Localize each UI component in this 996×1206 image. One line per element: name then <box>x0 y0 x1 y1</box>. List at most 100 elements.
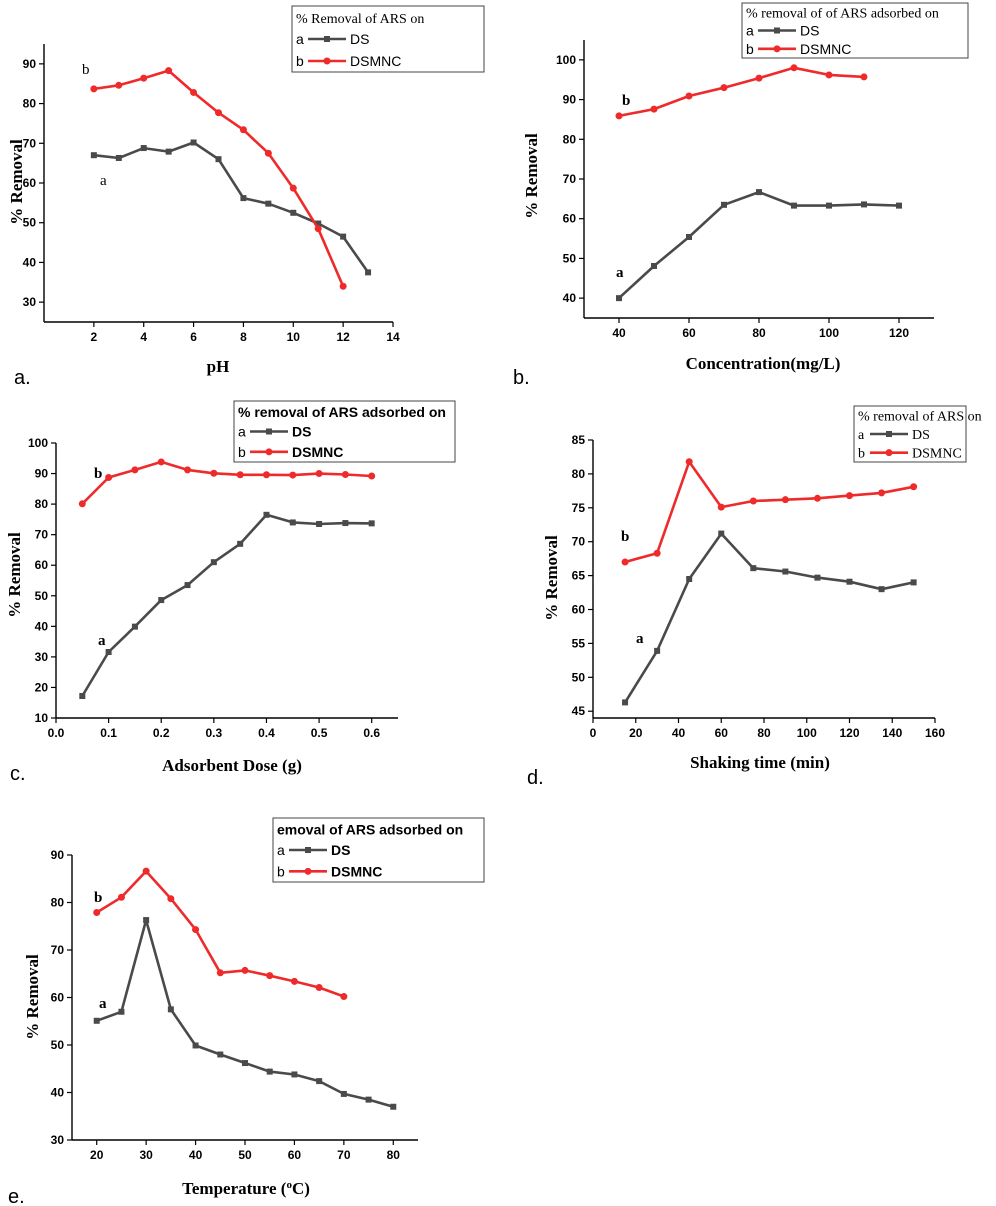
x-tick-label: 0 <box>590 726 597 740</box>
y-tick-label: 100 <box>28 436 48 450</box>
series-line-ds <box>93 141 370 274</box>
y-tick-label: 100 <box>556 53 576 67</box>
data-point-ds <box>782 568 789 575</box>
data-point-dsmnc <box>239 126 247 134</box>
data-point-ds <box>289 519 296 526</box>
panel-label: b. <box>513 367 530 389</box>
y-tick-label: 50 <box>23 216 37 230</box>
data-point-ds <box>340 233 347 240</box>
legend-swatch-marker <box>885 449 893 457</box>
legend: emoval of ARS adsorbed on a DS b DSMNC <box>272 817 485 883</box>
data-point-dsmnc <box>131 466 139 474</box>
legend-swatch-marker <box>774 27 780 34</box>
data-point-ds <box>266 1068 273 1075</box>
legend-entry-label: DS <box>292 424 311 440</box>
y-tick-label: 60 <box>572 603 586 617</box>
x-axis-title: Concentration(mg/L) <box>686 354 841 373</box>
y-tick-label: 85 <box>572 433 586 447</box>
data-point-ds <box>115 154 122 161</box>
y-tick-label: 45 <box>572 704 586 718</box>
x-tick-label: 0.5 <box>311 726 328 740</box>
panel-label: a. <box>14 367 31 389</box>
data-point-ds <box>217 1051 224 1058</box>
data-point-ds <box>118 1008 125 1015</box>
data-point-dsmnc <box>167 895 175 903</box>
legend-title: % Removal of ARS on <box>296 12 424 27</box>
data-point-dsmnc <box>339 282 347 290</box>
data-point-dsmnc <box>314 225 322 233</box>
legend-key: a <box>858 428 865 443</box>
data-point-ds <box>896 202 902 209</box>
data-point-dsmnc <box>615 112 623 120</box>
x-tick-label: 100 <box>797 726 817 740</box>
legend-title: emoval of ARS adsorbed on <box>277 822 463 838</box>
x-tick-label: 60 <box>682 326 696 340</box>
data-point-ds <box>93 1017 100 1024</box>
x-tick-label: 0.0 <box>48 726 65 740</box>
legend-entry-label: DSMNC <box>350 53 401 69</box>
x-tick-label: 10 <box>287 330 301 344</box>
x-tick-label: 50 <box>238 1148 252 1162</box>
legend-entry-label: DS <box>350 31 369 47</box>
y-tick-label: 70 <box>35 528 49 542</box>
y-axis-title: % Removal <box>7 139 26 225</box>
y-tick-label: 90 <box>563 93 577 107</box>
y-tick-label: 70 <box>563 172 577 186</box>
data-point-dsmnc <box>262 471 270 479</box>
y-tick-label: 80 <box>572 467 586 481</box>
series-letter-a: a <box>616 265 624 281</box>
y-tick-label: 40 <box>51 1086 65 1100</box>
legend-key: b <box>746 41 754 57</box>
x-tick-label: 160 <box>925 726 945 740</box>
legend-entry-label: DSMNC <box>912 447 962 462</box>
series-line-dsmnc <box>81 460 372 505</box>
y-tick-label: 30 <box>23 295 37 309</box>
data-point-ds <box>861 201 867 208</box>
y-tick-label: 70 <box>572 535 586 549</box>
series-letter-a: a <box>99 996 107 1012</box>
y-tick-label: 10 <box>35 711 49 725</box>
data-point-ds <box>158 597 165 604</box>
legend-entry-label: DSMNC <box>800 41 851 57</box>
x-tick-label: 60 <box>715 726 729 740</box>
x-tick-label: 80 <box>387 1148 401 1162</box>
x-tick-label: 0.2 <box>153 726 170 740</box>
y-tick-label: 80 <box>563 132 577 146</box>
data-point-dsmnc <box>621 558 629 566</box>
series-letter-a: a <box>636 631 644 647</box>
data-point-ds <box>910 579 917 586</box>
y-tick-label: 55 <box>572 636 586 650</box>
y-axis-title: % Removal <box>522 133 541 219</box>
series-line-ds <box>618 190 900 300</box>
data-point-dsmnc <box>910 483 918 491</box>
data-point-ds <box>791 202 797 209</box>
x-tick-label: 140 <box>882 726 902 740</box>
legend-key: a <box>746 23 754 39</box>
data-point-dsmnc <box>210 469 218 477</box>
x-tick-label: 0.3 <box>206 726 223 740</box>
data-point-dsmnc <box>846 492 853 500</box>
data-point-dsmnc <box>264 149 272 157</box>
series-letter-b: b <box>621 529 629 545</box>
series-letter-b: b <box>622 93 630 109</box>
data-point-ds <box>190 139 197 146</box>
y-tick-label: 50 <box>35 589 49 603</box>
data-point-ds <box>342 520 349 527</box>
legend-entry-label: DSMNC <box>331 863 382 879</box>
data-point-ds <box>878 586 885 593</box>
series-line-ds <box>96 918 394 1109</box>
data-point-dsmnc <box>368 472 376 480</box>
series-letter-b: b <box>94 466 102 482</box>
series-line-ds <box>81 513 372 697</box>
x-tick-label: 2 <box>91 330 98 344</box>
x-tick-label: 80 <box>752 326 766 340</box>
y-tick-label: 30 <box>51 1133 65 1147</box>
y-tick-label: 60 <box>563 212 577 226</box>
legend-entry-label: DS <box>331 842 350 858</box>
data-point-ds <box>143 917 150 924</box>
y-tick-label: 70 <box>51 943 65 957</box>
data-point-dsmnc <box>781 496 789 504</box>
x-tick-label: 60 <box>288 1148 302 1162</box>
